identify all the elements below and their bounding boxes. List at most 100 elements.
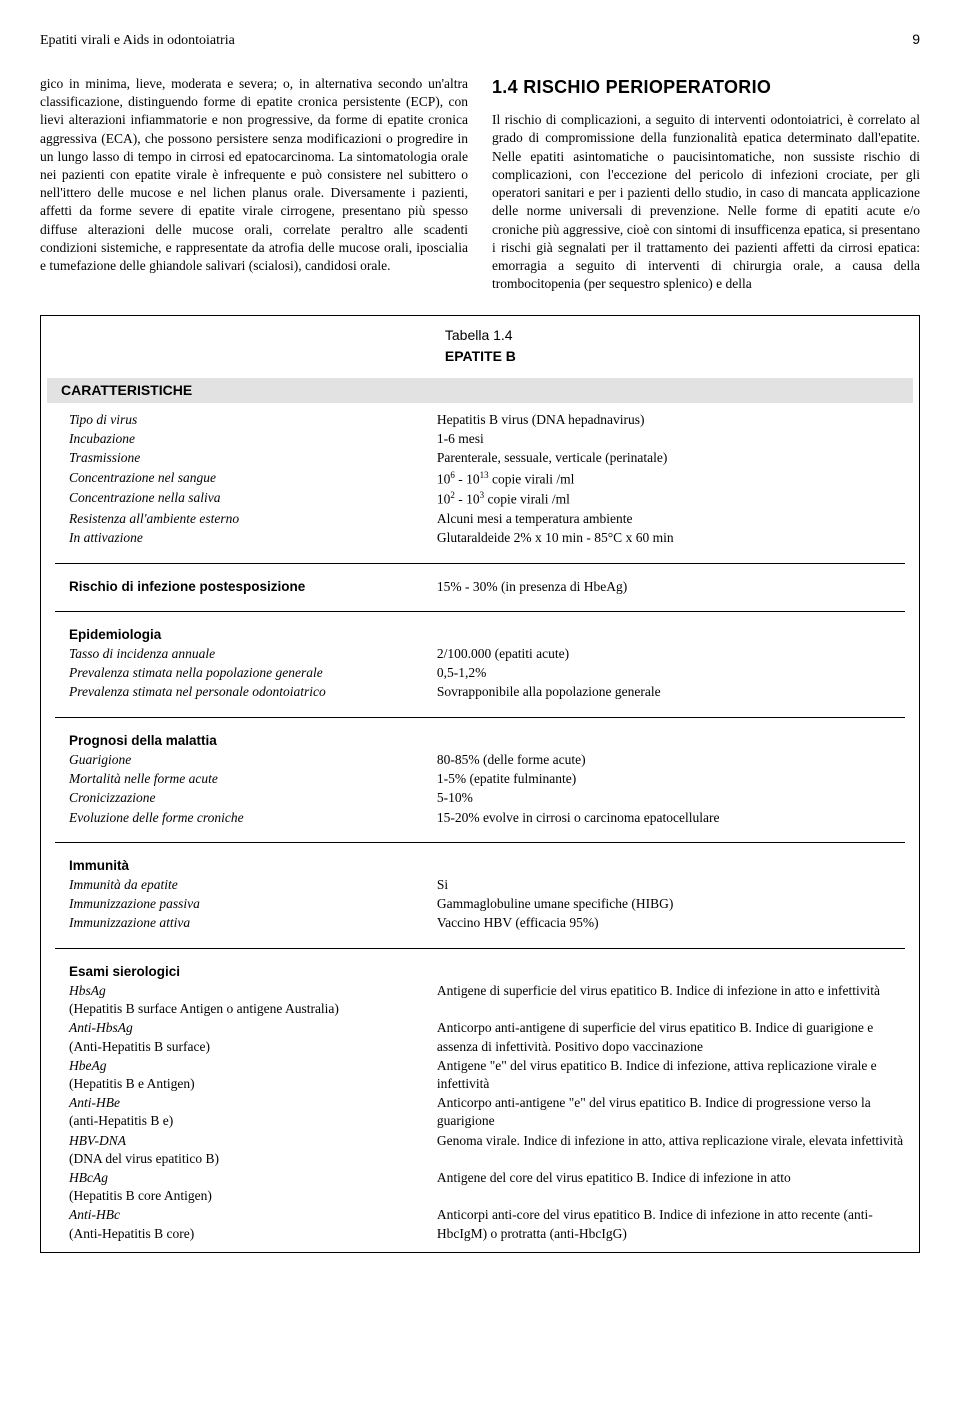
section-serology: Esami sierologici HbsAg(Hepatitis B surf… <box>41 955 919 1252</box>
table-row: Resistenza all'ambiente esternoAlcuni me… <box>69 510 905 528</box>
right-column: 1.4 RISCHIO PERIOPERATORIO Il rischio di… <box>492 75 920 293</box>
table-row: HbsAg(Hepatitis B surface Antigen o anti… <box>69 982 905 1018</box>
separator <box>55 717 905 718</box>
row-label: Tipo di virus <box>69 411 437 429</box>
row-value: Vaccino HBV (efficacia 95%) <box>437 914 905 932</box>
table-row: Evoluzione delle forme croniche15-20% ev… <box>69 809 905 827</box>
table-row: Cronicizzazione5-10% <box>69 789 905 807</box>
row-label: Anti-HbsAg(Anti-Hepatitis B surface) <box>69 1019 437 1055</box>
table-row: In attivazioneGlutaraldeide 2% x 10 min … <box>69 529 905 547</box>
table-caption: Tabella 1.4 <box>41 326 919 345</box>
running-title: Epatiti virali e Aids in odontoiatria <box>40 32 235 51</box>
table-row: Tipo di virusHepatitis B virus (DNA hepa… <box>69 411 905 429</box>
row-value: 5-10% <box>437 789 905 807</box>
row-label: Cronicizzazione <box>69 789 437 807</box>
page-number: 9 <box>912 30 920 49</box>
row-value: 106 - 1013 copie virali /ml <box>437 469 905 489</box>
group-label: Esami sierologici <box>69 963 905 981</box>
table-row: Anti-HBc(Anti-Hepatitis B core) Anticorp… <box>69 1206 905 1242</box>
row-value: 15% - 30% (in presenza di HbeAg) <box>437 578 905 596</box>
separator <box>55 842 905 843</box>
row-value: Antigene "e" del virus epatitico B. Indi… <box>437 1057 905 1093</box>
table-row: Anti-HbsAg(Anti-Hepatitis B surface) Ant… <box>69 1019 905 1055</box>
row-value: Gammaglobuline umane specifiche (HIBG) <box>437 895 905 913</box>
row-value: Glutaraldeide 2% x 10 min - 85°C x 60 mi… <box>437 529 905 547</box>
row-label: Resistenza all'ambiente esterno <box>69 510 437 528</box>
row-label: Mortalità nelle forme acute <box>69 770 437 788</box>
row-value: Anticorpi anti-core del virus epatitico … <box>437 1206 905 1242</box>
row-value: 0,5-1,2% <box>437 664 905 682</box>
row-label: Immunizzazione attiva <box>69 914 437 932</box>
separator <box>55 563 905 564</box>
row-label: Concentrazione nella saliva <box>69 489 437 509</box>
table-row: Tasso di incidenza annuale2/100.000 (epa… <box>69 645 905 663</box>
table-row: Concentrazione nel sangue106 - 1013 copi… <box>69 469 905 489</box>
row-value: Genoma virale. Indice di infezione in at… <box>437 1132 905 1168</box>
table-row: Incubazione1-6 mesi <box>69 430 905 448</box>
table-row: Immunizzazione passivaGammaglobuline uma… <box>69 895 905 913</box>
table-box: Tabella 1.4 EPATITE B CARATTERISTICHE Ti… <box>40 315 920 1253</box>
group-label: Immunità <box>69 857 905 875</box>
table-row: Immunizzazione attivaVaccino HBV (effica… <box>69 914 905 932</box>
row-label: HBcAg(Hepatitis B core Antigen) <box>69 1169 437 1205</box>
page-header: Epatiti virali e Aids in odontoiatria 9 <box>40 30 920 51</box>
table-row: Guarigione80-85% (delle forme acute) <box>69 751 905 769</box>
table-row: Prevalenza stimata nella popolazione gen… <box>69 664 905 682</box>
table-row: HbeAg(Hepatitis B e Antigen) Antigene "e… <box>69 1057 905 1093</box>
group-label: Prognosi della malattia <box>69 732 905 750</box>
table-row: HBV-DNA(DNA del virus epatitico B) Genom… <box>69 1132 905 1168</box>
table-row: Mortalità nelle forme acute1-5% (epatite… <box>69 770 905 788</box>
section-heading: 1.4 RISCHIO PERIOPERATORIO <box>492 75 920 99</box>
row-label: Prevalenza stimata nella popolazione gen… <box>69 664 437 682</box>
row-label: Immunità da epatite <box>69 876 437 894</box>
row-value: Sovrapponibile alla popolazione generale <box>437 683 905 701</box>
row-label: Anti-HBe(anti-Hepatitis B e) <box>69 1094 437 1130</box>
row-label: Tasso di incidenza annuale <box>69 645 437 663</box>
table-row: Anti-HBe(anti-Hepatitis B e) Anticorpo a… <box>69 1094 905 1130</box>
row-label: In attivazione <box>69 529 437 547</box>
row-value: 15-20% evolve in cirrosi o carcinoma epa… <box>437 809 905 827</box>
table-title: EPATITE B <box>41 347 919 366</box>
section-risk: Rischio di infezione postesposizione15% … <box>41 570 919 605</box>
section-basic: Tipo di virusHepatitis B virus (DNA hepa… <box>41 403 919 557</box>
row-label: Prevalenza stimata nel personale odontoi… <box>69 683 437 701</box>
right-column-text: Il rischio di complicazioni, a seguito d… <box>492 111 920 293</box>
row-label: Evoluzione delle forme croniche <box>69 809 437 827</box>
section-immunity: Immunità Immunità da epatiteSi Immunizza… <box>41 849 919 942</box>
table-row: Rischio di infezione postesposizione15% … <box>69 578 905 596</box>
row-value: 2/100.000 (epatiti acute) <box>437 645 905 663</box>
row-value: 1-6 mesi <box>437 430 905 448</box>
characteristics-header: CARATTERISTICHE <box>47 378 913 403</box>
row-label: Rischio di infezione postesposizione <box>69 578 437 596</box>
table-row: Immunità da epatiteSi <box>69 876 905 894</box>
row-value: 1-5% (epatite fulminante) <box>437 770 905 788</box>
section-epi: Epidemiologia Tasso di incidenza annuale… <box>41 618 919 711</box>
row-label: Anti-HBc(Anti-Hepatitis B core) <box>69 1206 437 1242</box>
row-value: Hepatitis B virus (DNA hepadnavirus) <box>437 411 905 429</box>
table-row: HBcAg(Hepatitis B core Antigen) Antigene… <box>69 1169 905 1205</box>
left-column: gico in minima, lieve, moderata e severa… <box>40 75 468 293</box>
row-value: Antigene del core del virus epatitico B.… <box>437 1169 905 1205</box>
separator <box>55 611 905 612</box>
row-label: Immunizzazione passiva <box>69 895 437 913</box>
row-label: Trasmissione <box>69 449 437 467</box>
row-value: Anticorpo anti-antigene "e" del virus ep… <box>437 1094 905 1130</box>
row-label: HBV-DNA(DNA del virus epatitico B) <box>69 1132 437 1168</box>
row-label: HbeAg(Hepatitis B e Antigen) <box>69 1057 437 1093</box>
row-value: Antigene di superficie del virus epatiti… <box>437 982 905 1018</box>
row-label: HbsAg(Hepatitis B surface Antigen o anti… <box>69 982 437 1018</box>
row-label: Guarigione <box>69 751 437 769</box>
row-label: Incubazione <box>69 430 437 448</box>
group-label: Epidemiologia <box>69 626 905 644</box>
separator <box>55 948 905 949</box>
row-value: Alcuni mesi a temperatura ambiente <box>437 510 905 528</box>
row-value: Parenterale, sessuale, verticale (perina… <box>437 449 905 467</box>
row-value: Anticorpo anti-antigene di superficie de… <box>437 1019 905 1055</box>
row-label: Concentrazione nel sangue <box>69 469 437 489</box>
row-value: 102 - 103 copie virali /ml <box>437 489 905 509</box>
table-row: Concentrazione nella saliva102 - 103 cop… <box>69 489 905 509</box>
row-value: Si <box>437 876 905 894</box>
row-value: 80-85% (delle forme acute) <box>437 751 905 769</box>
table-row: TrasmissioneParenterale, sessuale, verti… <box>69 449 905 467</box>
table-row: Prevalenza stimata nel personale odontoi… <box>69 683 905 701</box>
